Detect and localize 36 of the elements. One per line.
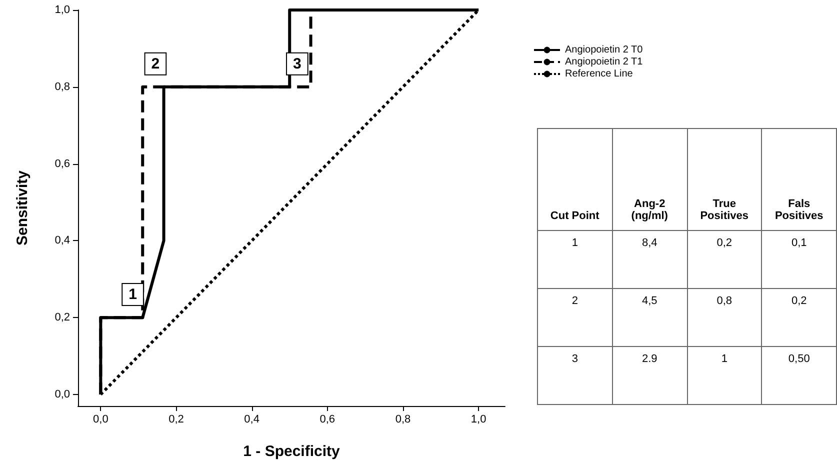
category-label: Fals Positives	[762, 128, 836, 230]
annotation: 3	[292, 55, 302, 72]
text: 8,4	[642, 237, 658, 249]
annotation: 2	[151, 55, 160, 72]
text: 0,2	[791, 295, 807, 307]
annotation: 1	[128, 286, 137, 304]
text: 3	[572, 353, 578, 365]
text: 4,5	[642, 295, 658, 307]
x-axis-title: 1 - Specificity	[243, 443, 341, 460]
x-tick-label: 0,6	[320, 414, 336, 426]
y-tick-label: 0,2	[54, 312, 70, 324]
text: 0,1	[791, 237, 807, 249]
text: 1	[721, 353, 728, 365]
y-axis-title: Sensitivity	[14, 170, 31, 246]
x-tick-label: 0,2	[168, 414, 184, 426]
y-tick-label: 0,8	[54, 80, 70, 93]
text: 0,8	[716, 295, 732, 307]
y-tick-label: 0,0	[54, 388, 70, 400]
y-tick-label: 0,6	[54, 158, 70, 170]
category-label: True Positives	[687, 128, 762, 230]
legend-label: Angiopoietin 2 T0	[565, 44, 644, 56]
x-tick-label: 1,0	[470, 414, 486, 426]
legend-label: Reference Line	[565, 68, 634, 80]
y-tick-label: 0,4	[54, 234, 70, 247]
text: 2.9	[642, 353, 658, 365]
text: 0,50	[788, 353, 810, 365]
legend-label: Angiopoietin 2 T1	[565, 56, 644, 68]
category-label: Ang-2 (ng/ml)	[612, 128, 687, 230]
text: 0,2	[716, 237, 732, 249]
text: 2	[572, 295, 578, 307]
x-tick-label: 0,4	[244, 414, 260, 426]
y-tick-label: 1,0	[54, 4, 70, 16]
text: 1	[572, 237, 578, 249]
x-tick-label: 0,8	[395, 414, 411, 426]
x-tick-label: 0,0	[93, 414, 108, 426]
category-label: Cut Point	[538, 128, 612, 230]
